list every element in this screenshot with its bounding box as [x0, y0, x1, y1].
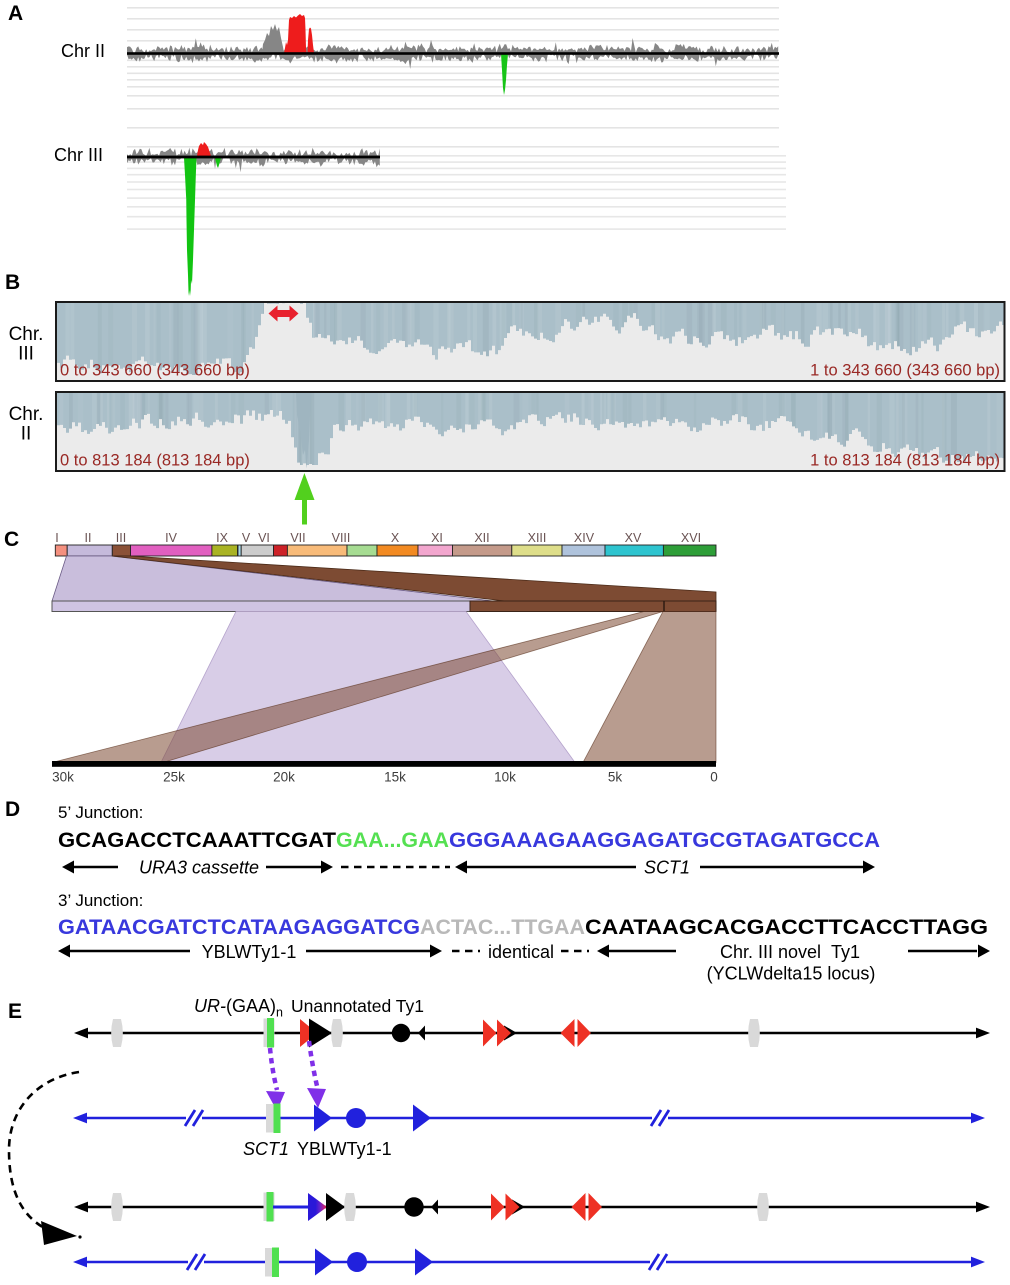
svg-text:Chr II: Chr II	[61, 41, 105, 61]
svg-text:ACTAC...TTGAA: ACTAC...TTGAA	[420, 916, 585, 939]
svg-text:XII: XII	[474, 531, 489, 545]
svg-text:GAA...GAA: GAA...GAA	[336, 829, 449, 852]
svg-text:B: B	[5, 271, 20, 294]
svg-text:II: II	[21, 424, 32, 445]
svg-text:CAATAAGCACGACCTTCACCTTAGG: CAATAAGCACGACCTTCACCTTAGG	[585, 916, 988, 939]
svg-text:Chr. III novel Ty1: Chr. III novel Ty1	[720, 942, 860, 962]
svg-text:III: III	[116, 531, 126, 545]
svg-text:IV: IV	[165, 531, 177, 545]
svg-text:V: V	[242, 531, 251, 545]
svg-text:A: A	[8, 2, 23, 25]
svg-text:VI: VI	[258, 531, 270, 545]
svg-text:Chr.: Chr.	[9, 404, 44, 425]
svg-text:XVI: XVI	[681, 531, 701, 545]
svg-text:Chr.: Chr.	[9, 324, 44, 345]
svg-text:25k: 25k	[163, 770, 185, 785]
svg-text:XIII: XIII	[528, 531, 547, 545]
svg-text:GCAGACCTCAAATTCGAT: GCAGACCTCAAATTCGAT	[58, 829, 336, 852]
svg-text:I: I	[55, 531, 58, 545]
svg-text:0 to 343 660 (343 660 bp): 0 to 343 660 (343 660 bp)	[60, 362, 250, 380]
svg-text:1 to 813 184 (813 184 bp): 1 to 813 184 (813 184 bp)	[810, 452, 1000, 470]
svg-text:0 to 813 184 (813 184 bp): 0 to 813 184 (813 184 bp)	[60, 452, 250, 470]
svg-text:YBLWTy1-1: YBLWTy1-1	[297, 1139, 392, 1159]
svg-text:SCT1: SCT1	[644, 858, 690, 878]
svg-text:20k: 20k	[273, 770, 295, 785]
svg-text:YBLWTy1-1: YBLWTy1-1	[202, 942, 297, 962]
svg-text:SCT1: SCT1	[243, 1139, 289, 1159]
svg-text:3’ Junction:: 3’ Junction:	[58, 891, 143, 910]
svg-text:0: 0	[710, 770, 718, 785]
svg-text:IX: IX	[216, 531, 228, 545]
svg-text:15k: 15k	[384, 770, 406, 785]
svg-text:E: E	[8, 1000, 22, 1023]
svg-text:Chr III: Chr III	[54, 145, 103, 165]
svg-text:VII: VII	[290, 531, 305, 545]
svg-text:III: III	[18, 344, 34, 365]
svg-text:XIV: XIV	[574, 531, 595, 545]
svg-text:VIII: VIII	[332, 531, 351, 545]
svg-text:II: II	[85, 531, 92, 545]
svg-text:(YCLWdelta15 locus): (YCLWdelta15 locus)	[707, 964, 876, 984]
svg-text:10k: 10k	[494, 770, 516, 785]
svg-text:5k: 5k	[608, 770, 623, 785]
svg-text:30k: 30k	[52, 770, 74, 785]
svg-text:Unannotated Ty1: Unannotated Ty1	[291, 996, 424, 1016]
svg-text:D: D	[5, 798, 20, 821]
svg-text:5’ Junction:: 5’ Junction:	[58, 803, 143, 822]
svg-text:UR-(GAA)n: UR-(GAA)n	[194, 996, 283, 1020]
svg-text:1 to 343 660 (343 660 bp): 1 to 343 660 (343 660 bp)	[810, 362, 1000, 380]
svg-text:XV: XV	[625, 531, 642, 545]
svg-text:XI: XI	[431, 531, 443, 545]
svg-text:C: C	[4, 528, 19, 551]
svg-text:X: X	[391, 531, 400, 545]
svg-text:GGGAAAGAAGGAGATGCGTAGATGCCA: GGGAAAGAAGGAGATGCGTAGATGCCA	[449, 829, 880, 852]
svg-text:URA3 cassette: URA3 cassette	[139, 858, 259, 878]
svg-text:GATAACGATCTCATAAGAGGATCG: GATAACGATCTCATAAGAGGATCG	[58, 916, 420, 939]
svg-text:identical: identical	[488, 942, 554, 962]
